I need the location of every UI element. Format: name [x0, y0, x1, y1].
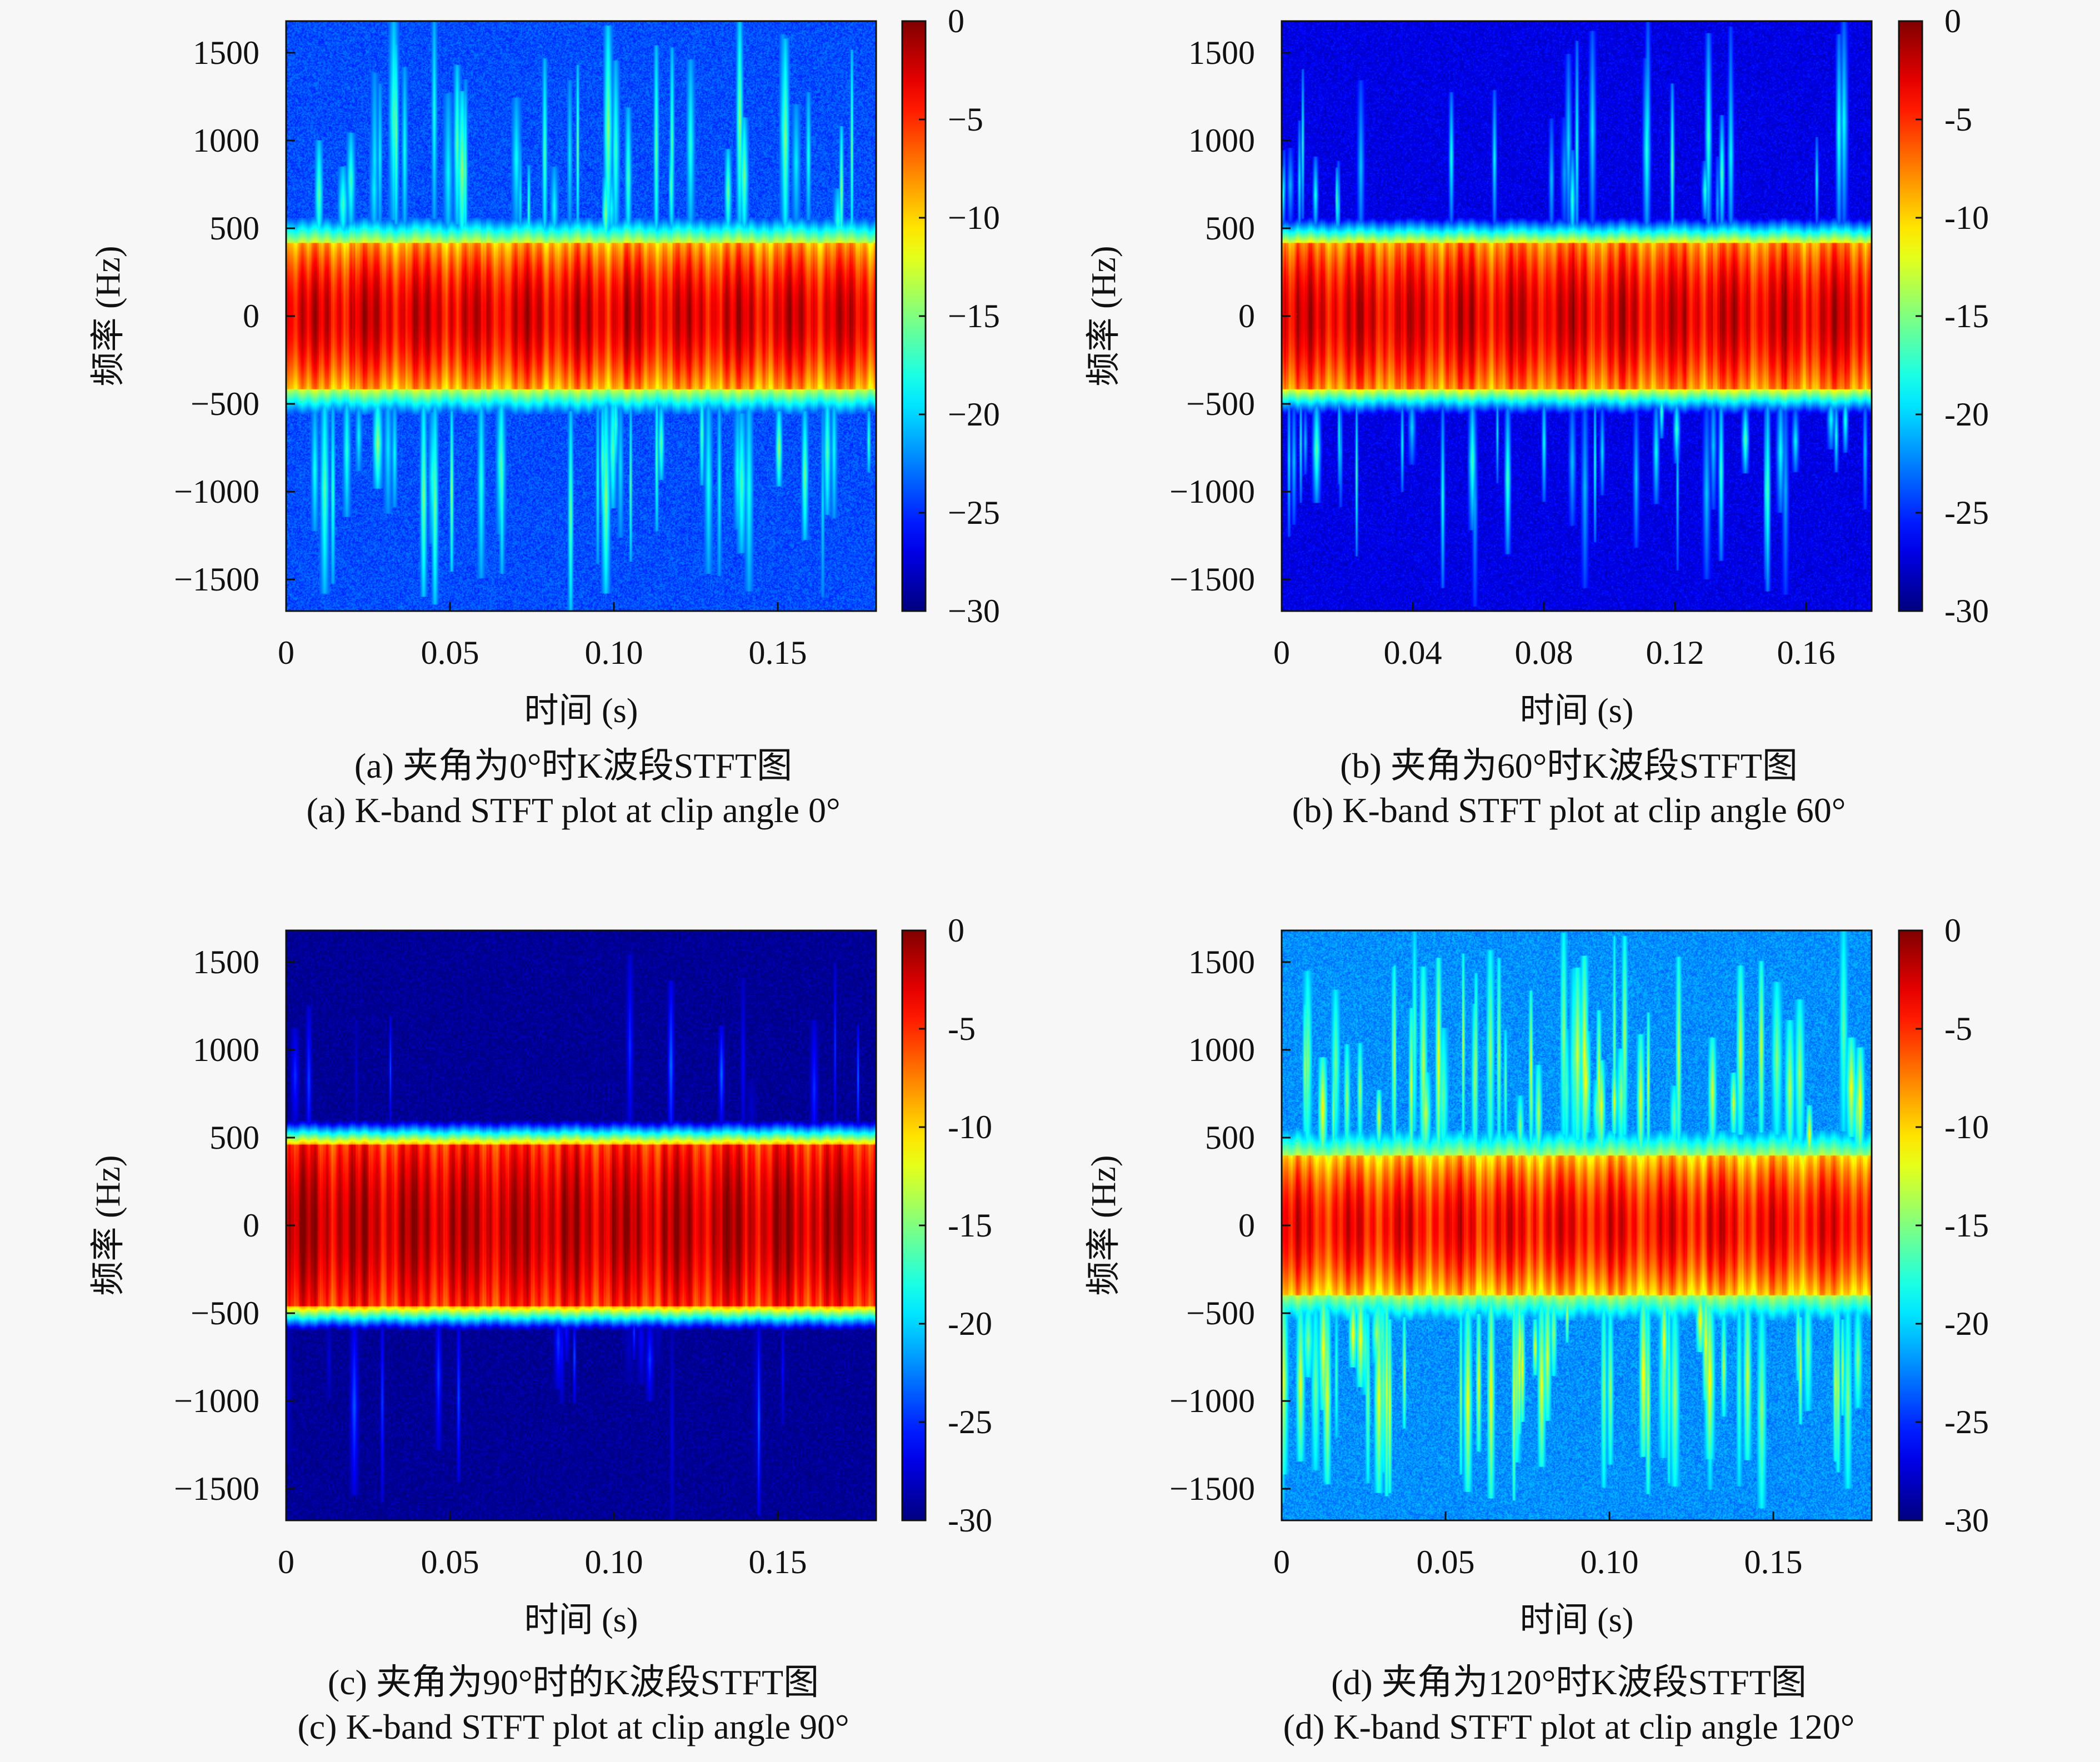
y-axis-label: 频率 (Hz)	[89, 1155, 127, 1295]
colorbar-tick-label: -30	[948, 1502, 992, 1539]
colorbar-tick-label: -15	[1944, 298, 1989, 334]
caption-cn-c: (c) 夹角为90°时的K波段STFT图	[328, 1663, 819, 1702]
colorbar-tick-label: 0	[948, 3, 964, 39]
x-tick-label: 0.04	[1384, 634, 1442, 671]
y-tick-label: 0	[243, 298, 259, 334]
colorbar-tick-label: -10	[1944, 1109, 1989, 1145]
colorbar-tick-label: -15	[1944, 1207, 1989, 1244]
y-tick-label: −500	[191, 1295, 259, 1331]
heatmap-b	[1282, 21, 1872, 611]
colorbar-tick-label: 0	[948, 912, 964, 949]
y-tick-label: −500	[1186, 1295, 1255, 1331]
y-tick-label: −500	[191, 386, 259, 422]
caption-en-d: (d) K-band STFT plot at clip angle 120°	[1283, 1707, 1855, 1746]
y-tick-label: −1000	[174, 473, 259, 510]
heatmap-c	[286, 930, 876, 1520]
caption-en-c: (c) K-band STFT plot at clip angle 90°	[297, 1707, 849, 1746]
x-tick-label: 0.10	[585, 1544, 643, 1580]
heatmap-a	[286, 21, 876, 611]
y-tick-label: 1500	[1188, 34, 1255, 71]
subplot-b: 1500 1000 500 0 −500 −1000 −1500 0 0.04 0.08 0.12 0…	[1085, 3, 1989, 830]
y-tick-label: 0	[243, 1207, 259, 1244]
x-axis-label: 时间 (s)	[524, 1601, 638, 1639]
colorbar-tick-label: −15	[948, 298, 1000, 334]
y-tick-label: 500	[209, 1119, 259, 1156]
y-tick-label: 0	[1238, 1207, 1255, 1244]
x-tick-label: 0.05	[421, 1544, 479, 1580]
x-tick-label: 0.15	[1744, 1544, 1803, 1580]
colorbar-tick-label: -30	[1944, 1502, 1989, 1539]
caption-en-b: (b) K-band STFT plot at clip angle 60°	[1292, 790, 1846, 830]
y-tick-label: −1000	[1169, 473, 1255, 510]
colorbar-tick-label: −10	[948, 199, 1000, 236]
y-axis-label: 频率 (Hz)	[1085, 1155, 1123, 1295]
y-axis-label: 频率 (Hz)	[89, 246, 127, 386]
colorbar-tick-label: 0	[1944, 3, 1961, 39]
y-tick-label: 1000	[1188, 122, 1255, 159]
y-tick-label: 1500	[1188, 944, 1255, 980]
y-tick-label: 1000	[1188, 1032, 1255, 1068]
colorbar-tick-label: -25	[1944, 494, 1989, 531]
colorbar-tick-label: -5	[1944, 101, 1972, 138]
colorbar-tick-label: -5	[948, 1010, 976, 1047]
x-tick-label: 0.16	[1777, 634, 1836, 671]
colorbar-tick-label: −30	[948, 593, 1000, 629]
colorbar-tick-label: -10	[948, 1109, 992, 1145]
y-tick-label: −500	[1186, 386, 1255, 422]
x-tick-label: 0	[278, 634, 294, 671]
x-tick-label: 0.10	[1581, 1544, 1639, 1580]
y-tick-label: 500	[1205, 1119, 1255, 1156]
colorbar-tick-label: -10	[1944, 199, 1989, 236]
colorbar-tick-label: −20	[948, 396, 1000, 433]
x-tick-label: 0.12	[1646, 634, 1704, 671]
caption-en-a: (a) K-band STFT plot at clip angle 0°	[306, 790, 840, 830]
colorbar-tick-label: -20	[1944, 1305, 1989, 1342]
y-axis-label: 频率 (Hz)	[1085, 246, 1123, 386]
x-tick-label: 0.05	[1417, 1544, 1475, 1580]
colorbar-tick-label: 0	[1944, 912, 1961, 949]
heatmap-d	[1282, 930, 1872, 1520]
caption-cn-b: (b) 夹角为60°时K波段STFT图	[1340, 746, 1798, 785]
y-tick-label: −1000	[1169, 1383, 1255, 1419]
colorbar-tick-label: -25	[948, 1404, 992, 1440]
x-tick-label: 0.10	[585, 634, 643, 671]
caption-cn-a: (a) 夹角为0°时K波段STFT图	[354, 746, 792, 785]
subplot-c: 1500 1000 500 0 −500 −1000 −1500 0 0.05 0.10 0.15 时…	[89, 912, 992, 1746]
y-tick-label: 1500	[193, 944, 259, 980]
y-tick-label: 500	[1205, 210, 1255, 247]
y-tick-label: 0	[1238, 298, 1255, 334]
colorbar-tick-label: -20	[1944, 396, 1989, 433]
subplot-a: 1500 1000 500 0 −500 −1000 −1500 0 0.05 0.10 0.15 时…	[89, 3, 1000, 830]
y-tick-label: −1000	[174, 1383, 259, 1419]
y-tick-label: 1000	[193, 1032, 259, 1068]
y-tick-label: 1500	[193, 34, 259, 71]
x-tick-label: 0	[1273, 634, 1290, 671]
y-tick-label: −1500	[1169, 561, 1255, 598]
colorbar-tick-label: -25	[1944, 1404, 1989, 1440]
colorbar-tick-label: -15	[948, 1207, 992, 1244]
x-axis-label: 时间 (s)	[1520, 692, 1634, 730]
x-tick-label: 0	[278, 1544, 294, 1580]
y-tick-label: −1500	[1169, 1470, 1255, 1507]
colorbar-tick-label: -20	[948, 1305, 992, 1342]
x-axis-label: 时间 (s)	[524, 692, 638, 730]
x-tick-label: 0.15	[749, 634, 807, 671]
y-tick-label: 500	[209, 210, 259, 247]
y-tick-label: −1500	[174, 1470, 259, 1507]
colorbar-tick-label: -30	[1944, 593, 1989, 629]
x-axis-label: 时间 (s)	[1520, 1601, 1634, 1639]
colorbar-tick-label: −25	[948, 494, 1000, 531]
x-tick-label: 0	[1273, 1544, 1290, 1580]
x-tick-label: 0.08	[1515, 634, 1573, 671]
colorbar-tick-label: −5	[948, 101, 983, 138]
x-tick-label: 0.15	[749, 1544, 807, 1580]
caption-cn-d: (d) 夹角为120°时K波段STFT图	[1331, 1663, 1807, 1702]
colorbar-tick-label: -5	[1944, 1010, 1972, 1047]
y-tick-label: −1500	[174, 561, 259, 598]
x-tick-label: 0.05	[421, 634, 479, 671]
y-tick-label: 1000	[193, 122, 259, 159]
subplot-d: 1500 1000 500 0 −500 −1000 −1500 0 0.05 0.10 0.15 时…	[1085, 912, 1989, 1746]
